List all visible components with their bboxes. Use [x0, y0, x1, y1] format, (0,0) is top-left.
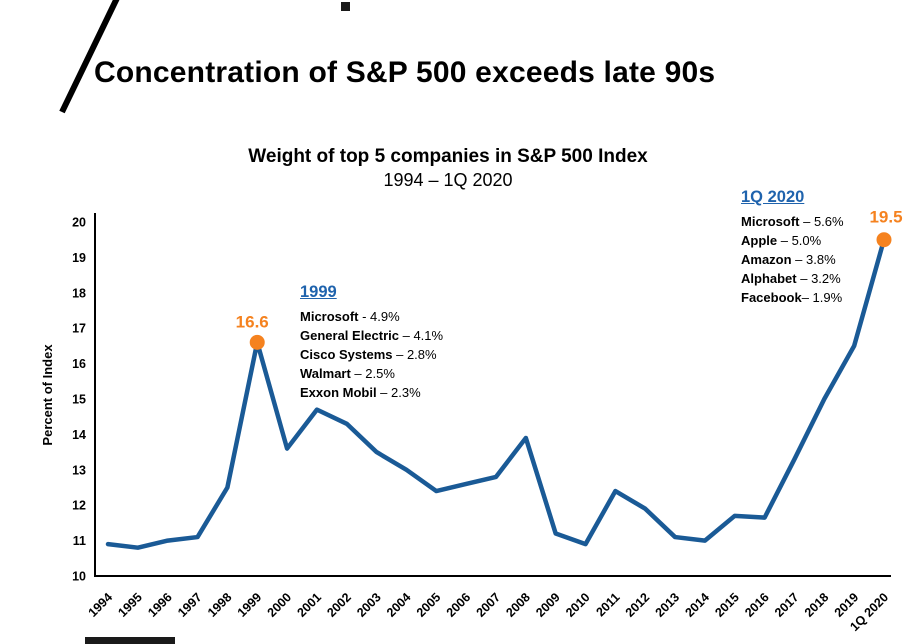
annotation-item: Facebook– 1.9%: [741, 290, 843, 305]
y-tick-label: 16: [72, 357, 86, 371]
annotation-item: Exxon Mobil – 2.3%: [300, 385, 421, 400]
annotation-item: Cisco Systems – 2.8%: [300, 347, 437, 362]
x-tick-label: 1994: [86, 590, 116, 620]
annotation-heading: 1999: [300, 283, 337, 301]
y-tick-label: 13: [72, 463, 86, 477]
y-tick-label: 11: [73, 534, 86, 548]
highlight-dot: [249, 334, 265, 350]
annotation-item: Apple – 5.0%: [741, 233, 822, 248]
y-tick-label: 17: [72, 322, 86, 336]
highlight-value-label: 16.6: [236, 312, 269, 331]
annotation-1999: 1999 Microsoft - 4.9% General Electric – 4…: [300, 283, 443, 402]
highlight-value-label: 19.5: [869, 208, 902, 227]
x-tick-label: 2003: [354, 590, 384, 620]
chart-subtitle: 1994 – 1Q 2020: [383, 170, 513, 190]
x-tick-label: 1996: [145, 590, 175, 620]
x-tick-label: 1999: [235, 590, 265, 620]
x-tick-label: 2008: [503, 590, 533, 620]
x-tick-label: 1997: [175, 590, 205, 620]
y-tick-label: 18: [72, 286, 86, 300]
x-tick-label: 2015: [712, 590, 742, 620]
x-tick-label: 2012: [623, 590, 653, 620]
x-tick-label: 1995: [115, 590, 145, 620]
cropped-footer-mark: [85, 637, 175, 644]
x-tick-label: 2014: [682, 590, 712, 620]
x-tick-label: 2005: [414, 590, 444, 620]
y-tick-label: 12: [72, 499, 86, 513]
annotation-1q-2020: 1Q 2020 Microsoft – 5.6% Apple – 5.0% Amazo…: [741, 188, 844, 307]
annotation-item: General Electric – 4.1%: [300, 328, 444, 343]
x-tick-label: 2006: [444, 590, 474, 620]
highlight-dot: [876, 232, 892, 248]
x-tick-label: 2004: [384, 590, 414, 620]
annotation-item: Microsoft - 4.9%: [300, 309, 400, 324]
x-tick-label: 2000: [265, 590, 295, 620]
x-tick-label: 2011: [593, 590, 622, 619]
data-line: [105, 237, 887, 550]
annotation-item: Alphabet – 3.2%: [741, 271, 841, 286]
x-tick-label: 2013: [653, 590, 683, 620]
y-tick-label: 15: [72, 393, 86, 407]
y-tick-label: 10: [72, 570, 86, 584]
x-tick-label: 2016: [742, 590, 772, 620]
y-tick-label: 14: [72, 428, 86, 442]
x-tick-label: 2010: [563, 590, 593, 620]
x-tick-label: 2002: [324, 590, 354, 620]
x-tick-label: 1998: [205, 590, 235, 620]
y-tick-label: 19: [72, 251, 86, 265]
y-tick-label: 20: [72, 216, 86, 230]
x-tick-label: 2007: [474, 590, 504, 620]
x-tick-label: 2017: [772, 590, 802, 620]
slash-decoration: [59, 0, 120, 114]
x-tick-label: 2018: [802, 590, 832, 620]
x-tick-label: 2009: [533, 590, 563, 620]
cropped-top-mark: [341, 2, 350, 11]
annotation-heading: 1Q 2020: [741, 188, 805, 206]
annotation-item: Amazon – 3.8%: [741, 252, 836, 267]
chart-title: Weight of top 5 companies in S&P 500 Ind…: [248, 146, 648, 167]
annotation-item: Walmart – 2.5%: [300, 366, 395, 381]
x-tick-label: 2001: [294, 590, 324, 620]
page-title: Concentration of S&P 500 exceeds late 90…: [94, 56, 716, 89]
annotation-item: Microsoft – 5.6%: [741, 214, 844, 229]
